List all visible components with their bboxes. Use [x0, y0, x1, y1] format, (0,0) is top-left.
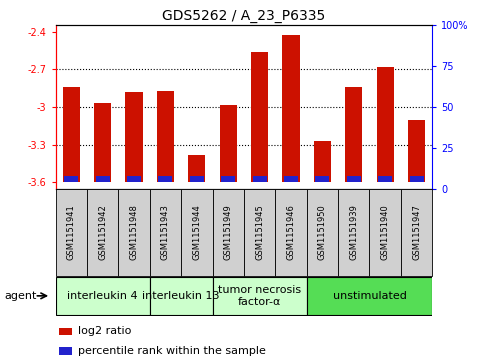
Text: agent: agent [5, 291, 37, 301]
Bar [275, 189, 307, 276]
Bar [96, 176, 110, 183]
Bar [315, 176, 329, 183]
Bar [220, 105, 237, 183]
Text: GSM1151941: GSM1151941 [67, 204, 76, 260]
Text: GSM1151946: GSM1151946 [286, 204, 296, 260]
Bar [127, 176, 141, 183]
Bar [401, 189, 432, 276]
Bar [181, 189, 213, 276]
Bar [56, 277, 150, 315]
Bar [369, 189, 401, 276]
Bar [59, 347, 72, 355]
Bar [251, 52, 268, 183]
Text: GSM1151947: GSM1151947 [412, 204, 421, 260]
Bar [347, 176, 361, 183]
Text: GSM1151950: GSM1151950 [318, 204, 327, 260]
Bar [410, 176, 424, 183]
Bar [213, 277, 307, 315]
Bar [87, 189, 118, 276]
Bar [56, 189, 87, 276]
Bar [307, 277, 432, 315]
Text: log2 ratio: log2 ratio [78, 326, 131, 337]
Text: tumor necrosis
factor-α: tumor necrosis factor-α [218, 285, 301, 307]
Bar [338, 189, 369, 276]
Bar [157, 91, 174, 183]
Bar [253, 176, 267, 183]
Bar [244, 189, 275, 276]
Bar [284, 176, 298, 183]
Bar [63, 87, 80, 183]
Title: GDS5262 / A_23_P6335: GDS5262 / A_23_P6335 [162, 9, 326, 23]
Bar [94, 103, 111, 183]
Bar [188, 155, 205, 183]
Bar [314, 141, 331, 183]
Bar [150, 189, 181, 276]
Bar [158, 176, 172, 183]
Bar [345, 87, 362, 183]
Bar [283, 36, 299, 183]
Text: interleukin 4: interleukin 4 [67, 291, 138, 301]
Text: GSM1151945: GSM1151945 [255, 204, 264, 260]
Text: interleukin 13: interleukin 13 [142, 291, 220, 301]
Bar [408, 120, 425, 183]
Bar [221, 176, 235, 183]
Bar [118, 189, 150, 276]
Bar [190, 176, 204, 183]
Bar [378, 176, 392, 183]
Text: GSM1151944: GSM1151944 [192, 204, 201, 260]
Text: GSM1151939: GSM1151939 [349, 204, 358, 260]
Text: unstimulated: unstimulated [333, 291, 406, 301]
Text: GSM1151940: GSM1151940 [381, 204, 390, 260]
Text: GSM1151943: GSM1151943 [161, 204, 170, 260]
Text: GSM1151948: GSM1151948 [129, 204, 139, 260]
Bar [377, 67, 394, 183]
Bar [150, 277, 213, 315]
Bar [213, 189, 244, 276]
Bar [64, 176, 78, 183]
Text: percentile rank within the sample: percentile rank within the sample [78, 346, 266, 356]
Bar [307, 189, 338, 276]
Text: GSM1151942: GSM1151942 [98, 204, 107, 260]
Bar [59, 327, 72, 335]
Text: GSM1151949: GSM1151949 [224, 204, 233, 260]
Bar [126, 92, 142, 183]
